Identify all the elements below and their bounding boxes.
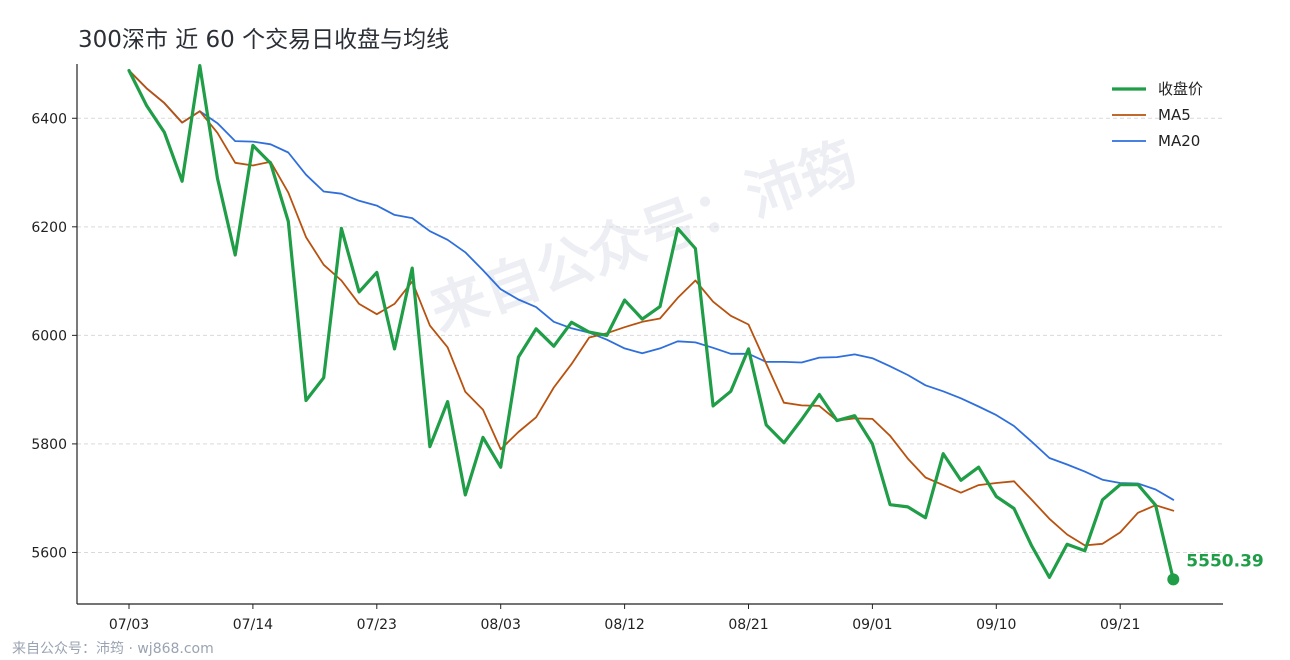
x-tick-label: 09/01 bbox=[852, 617, 892, 633]
legend: 收盘价 MA5 MA20 bbox=[1112, 80, 1203, 150]
x-tick-label: 09/21 bbox=[1100, 617, 1140, 633]
legend-label-ma5: MA5 bbox=[1158, 106, 1191, 124]
legend-label-close: 收盘价 bbox=[1158, 80, 1203, 98]
axes bbox=[76, 64, 1223, 605]
x-tick-label: 07/03 bbox=[109, 617, 149, 633]
y-tick-label: 5800 bbox=[31, 437, 67, 453]
x-ticks: 07/03 07/14 07/23 08/03 08/12 08/21 09/01 09/10… bbox=[109, 604, 1140, 633]
y-tick-label: 6000 bbox=[31, 328, 67, 344]
end-marker: 5550.39 bbox=[1167, 551, 1264, 586]
last-close-point bbox=[1167, 573, 1180, 586]
y-tick-label: 6200 bbox=[31, 220, 67, 236]
chart-title: 300深市 近 60 个交易日收盘与均线 bbox=[78, 27, 450, 53]
footer-credit: 来自公众号：沛筠 · wj868.com bbox=[12, 641, 214, 657]
x-tick-label: 08/12 bbox=[604, 617, 644, 633]
series-line-ma5 bbox=[128, 69, 1175, 547]
series-line-close bbox=[127, 63, 1175, 582]
series-line-ma20 bbox=[128, 69, 1175, 501]
y-tick-label: 6400 bbox=[31, 111, 67, 127]
x-tick-label: 08/21 bbox=[728, 617, 768, 633]
y-ticks: 5600 5800 6000 6200 6400 bbox=[31, 111, 77, 561]
x-tick-label: 07/14 bbox=[233, 617, 273, 633]
watermark: 来自公众号：沛筠 bbox=[422, 130, 865, 344]
legend-label-ma20: MA20 bbox=[1158, 132, 1200, 150]
x-tick-label: 07/23 bbox=[357, 617, 397, 633]
watermark-text: 来自公众号：沛筠 bbox=[422, 130, 865, 344]
last-close-label: 5550.39 bbox=[1186, 551, 1263, 571]
x-tick-label: 09/10 bbox=[976, 617, 1016, 633]
grid-lines bbox=[77, 117, 1223, 553]
series bbox=[127, 63, 1175, 582]
x-tick-label: 08/03 bbox=[481, 617, 521, 633]
y-tick-label: 5600 bbox=[31, 545, 67, 561]
